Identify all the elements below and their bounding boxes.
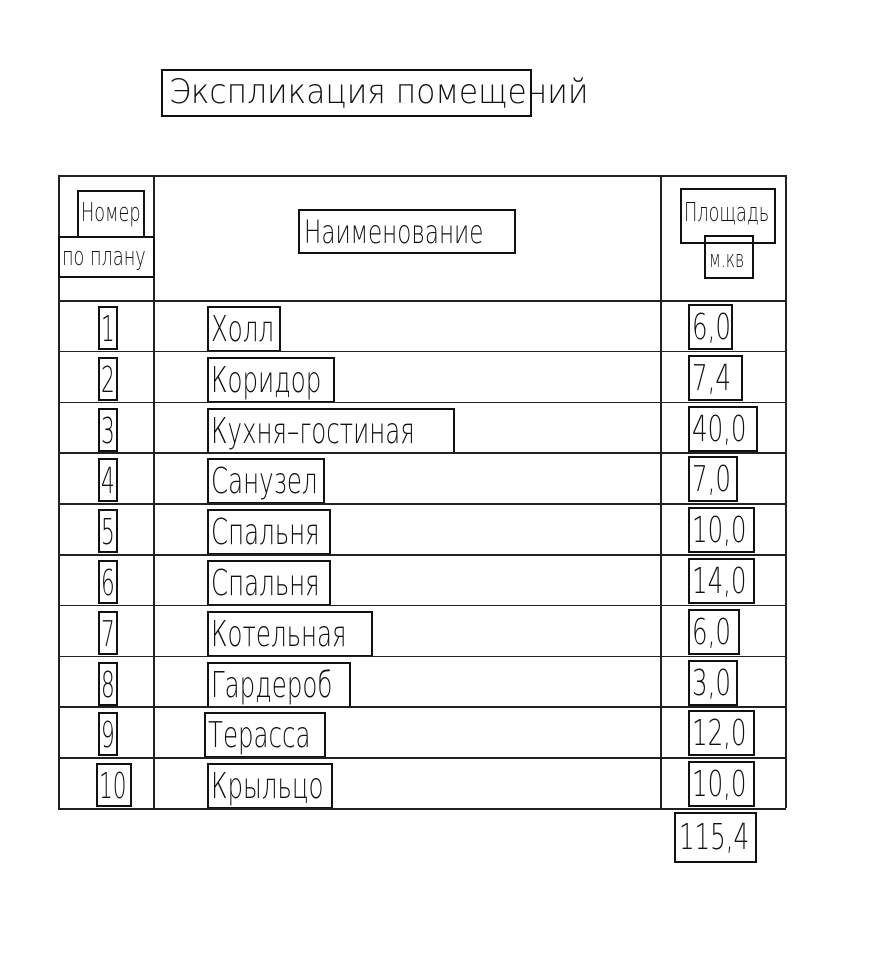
row-name: Санузел	[207, 458, 325, 505]
row-name: Кухня–гостиная	[207, 407, 455, 454]
row-number: 2	[98, 356, 118, 401]
row-area: 10,0	[688, 507, 755, 554]
row-number-text: 2	[101, 359, 115, 401]
row-name: Спальня	[207, 509, 331, 556]
row-number-text: 7	[101, 613, 115, 655]
row-name-text: Спальня	[211, 512, 320, 554]
row-number: 3	[98, 407, 118, 452]
row-area: 6,0	[688, 304, 733, 350]
row-divider	[58, 655, 786, 658]
row-name: Котельная	[207, 610, 373, 657]
row-number: 6	[98, 560, 118, 604]
row-divider	[58, 350, 786, 353]
header-text: по плану	[62, 242, 146, 272]
row-name-text: Терасса	[208, 715, 311, 757]
row-name: Спальня	[207, 560, 331, 606]
table-border-right	[785, 175, 787, 808]
row-name-text: Санузел	[211, 461, 318, 503]
total-area-value: 115,4	[679, 817, 750, 858]
row-divider	[58, 503, 786, 505]
row-area-text: 10,0	[692, 764, 747, 806]
column-divider	[153, 175, 155, 808]
header-text: Площадь	[684, 198, 770, 228]
row-divider	[58, 706, 786, 708]
row-name: Коридор	[207, 356, 335, 403]
row-area: 6,0	[688, 608, 740, 655]
row-divider	[58, 757, 786, 759]
row-name: Терасса	[204, 712, 326, 759]
row-name-text: Котельная	[211, 613, 347, 655]
column-divider	[660, 175, 662, 808]
header-text: м.кв	[709, 245, 745, 273]
row-area-text: 7,0	[692, 459, 731, 501]
row-name-text: Холл	[211, 309, 275, 350]
row-area: 12,0	[688, 710, 755, 757]
row-name-text: Крыльцо	[211, 766, 324, 808]
row-divider	[58, 554, 786, 556]
row-number-text: 10	[99, 766, 127, 808]
row-number-text: 4	[101, 461, 115, 503]
row-number: 1	[98, 306, 118, 350]
header-area-line2: м.кв	[704, 235, 754, 279]
row-name: Гардероб	[207, 661, 351, 708]
table-border-top	[58, 175, 786, 177]
header-number-line2: по плану	[58, 236, 155, 278]
row-area-text: 12,0	[692, 713, 747, 755]
row-name-text: Коридор	[211, 359, 322, 401]
row-area-text: 10,0	[692, 510, 747, 552]
row-divider	[58, 300, 786, 302]
header-area-line1: Площадь	[680, 188, 776, 244]
row-area-text: 6,0	[692, 307, 731, 348]
row-area-text: 40,0	[692, 408, 747, 450]
row-area-text: 14,0	[692, 561, 747, 602]
row-area-text: 3,0	[692, 662, 731, 704]
row-number: 8	[98, 661, 118, 706]
row-divider	[58, 401, 786, 404]
row-number-text: 1	[101, 309, 115, 350]
header-text: Наименование	[304, 213, 484, 251]
table-border-bottom	[58, 808, 786, 810]
row-area: 7,0	[688, 456, 738, 503]
header-name: Наименование	[298, 209, 516, 254]
header-number-line1: Номер	[77, 190, 145, 238]
row-area-text: 6,0	[692, 611, 731, 653]
title-box: Экспликация помещений	[161, 69, 588, 117]
row-number: 4	[98, 458, 118, 503]
row-name-text: Кухня–гостиная	[211, 410, 415, 452]
row-number-text: 8	[101, 664, 115, 706]
row-name-text: Гардероб	[211, 664, 333, 706]
row-name-text: Спальня	[211, 563, 320, 604]
page-title: Экспликация помещений	[169, 72, 589, 112]
row-area: 40,0	[688, 405, 758, 452]
row-area: 7,4	[688, 354, 743, 401]
row-area: 10,0	[688, 761, 755, 808]
total-area: 115,4	[674, 812, 757, 863]
row-area-text: 7,4	[692, 357, 731, 399]
row-number-text: 9	[101, 715, 115, 757]
row-number: 10	[96, 763, 132, 808]
row-divider	[58, 452, 786, 454]
row-divider	[58, 604, 786, 607]
row-number-text: 3	[101, 410, 115, 452]
row-number-text: 6	[101, 563, 115, 604]
header-text: Номер	[81, 198, 141, 228]
row-name: Холл	[207, 306, 281, 352]
row-number: 7	[98, 610, 118, 655]
row-number: 9	[98, 712, 118, 757]
row-number: 5	[98, 509, 118, 554]
table-border-left	[58, 175, 60, 808]
row-area: 3,0	[688, 659, 738, 706]
row-name: Крыльцо	[207, 763, 333, 810]
row-number-text: 5	[101, 512, 115, 554]
row-area: 14,0	[688, 558, 755, 604]
